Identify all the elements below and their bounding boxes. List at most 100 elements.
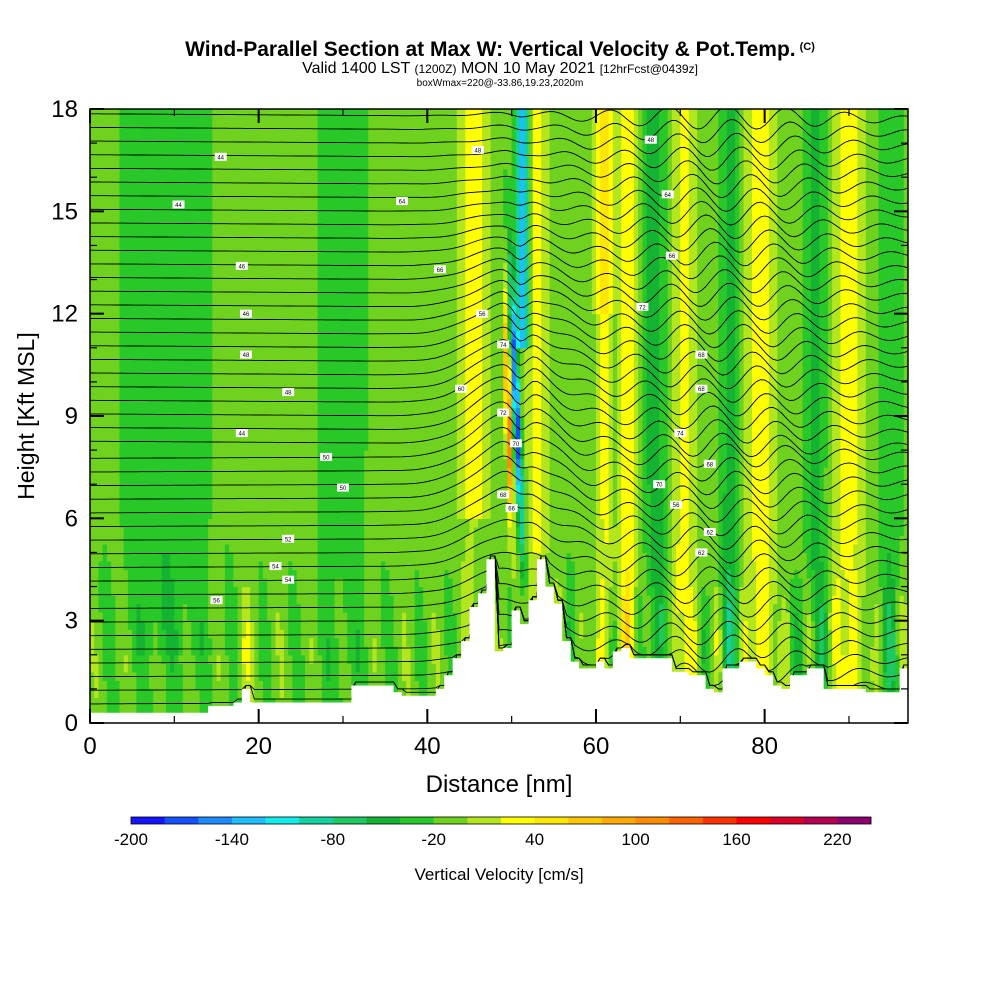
velocity-cell	[743, 262, 753, 272]
velocity-cell	[203, 629, 209, 639]
velocity-cell	[743, 552, 753, 562]
velocity-cell	[688, 143, 698, 153]
velocity-cell	[541, 450, 551, 460]
velocity-cell	[819, 526, 829, 536]
velocity-cell	[119, 228, 213, 238]
velocity-cell	[541, 373, 551, 383]
velocity-cell	[305, 680, 323, 690]
velocity-cell	[520, 484, 525, 494]
velocity-cell	[385, 654, 399, 664]
velocity-cell	[671, 629, 686, 639]
velocity-cell	[642, 416, 648, 426]
isentrope-line	[90, 132, 908, 157]
velocity-cell	[819, 509, 829, 519]
velocity-cell	[768, 526, 778, 536]
velocity-cell	[136, 680, 150, 690]
velocity-cell	[621, 433, 635, 443]
velocity-cell	[596, 109, 601, 119]
velocity-cell	[768, 356, 778, 366]
velocity-cell	[254, 654, 260, 664]
velocity-cell	[642, 356, 648, 366]
velocity-cell	[785, 603, 791, 613]
velocity-cell	[865, 398, 879, 408]
velocity-cell	[119, 680, 137, 690]
velocity-cell	[802, 339, 812, 349]
velocity-cell	[465, 126, 483, 136]
velocity-cell	[456, 296, 466, 306]
velocity-cell	[224, 552, 234, 562]
velocity-cell	[743, 561, 757, 571]
velocity-cell	[667, 219, 673, 229]
velocity-cell	[857, 364, 867, 374]
velocity-cell	[802, 646, 808, 656]
velocity-cell	[857, 330, 867, 340]
velocity-cell	[832, 458, 842, 468]
velocity-cell	[671, 288, 681, 298]
velocity-cell	[262, 697, 277, 707]
velocity-cell	[680, 271, 690, 281]
velocity-cell	[608, 185, 614, 195]
velocity-cell	[549, 450, 597, 460]
velocity-cell	[621, 450, 635, 460]
velocity-cell	[646, 109, 660, 119]
velocity-cell	[827, 228, 833, 238]
velocity-cell	[541, 398, 551, 408]
velocity-cell	[111, 561, 125, 571]
velocity-cell	[680, 509, 690, 519]
velocity-cell	[549, 535, 597, 545]
velocity-cell	[680, 518, 690, 528]
velocity-cell	[671, 322, 681, 332]
velocity-cell	[878, 450, 905, 460]
velocity-cell	[541, 433, 551, 443]
velocity-cell	[798, 569, 808, 579]
velocity-cell	[161, 595, 175, 605]
velocity-cell	[718, 433, 728, 443]
velocity-cell	[241, 680, 255, 690]
velocity-cell	[621, 194, 635, 204]
velocity-cell	[697, 492, 719, 502]
velocity-cell	[414, 578, 420, 588]
velocity-cell	[680, 219, 690, 229]
isentrope-line	[90, 302, 908, 349]
velocity-cell	[520, 202, 525, 212]
velocity-cell	[827, 109, 833, 119]
velocity-cell	[380, 637, 395, 647]
velocity-cell	[621, 458, 635, 468]
velocity-cell	[600, 134, 610, 144]
velocity-cell	[815, 620, 820, 630]
velocity-cell	[600, 501, 610, 511]
velocity-cell	[410, 654, 416, 664]
velocity-cell	[659, 254, 669, 264]
velocity-cell	[840, 441, 858, 451]
velocity-cell	[827, 663, 833, 673]
velocity-cell	[119, 279, 213, 289]
velocity-cell	[524, 569, 530, 579]
velocity-cell	[739, 552, 745, 562]
velocity-cell	[903, 143, 908, 153]
velocity-cell	[629, 637, 635, 647]
velocity-cell	[777, 509, 804, 519]
velocity-cell	[709, 595, 715, 605]
velocity-cell	[532, 322, 542, 332]
velocity-cell	[503, 202, 517, 212]
velocity-cell	[819, 407, 829, 417]
velocity-cell	[288, 561, 293, 571]
velocity-cell	[903, 433, 908, 443]
velocity-cell	[768, 219, 778, 229]
velocity-cell	[115, 637, 133, 647]
velocity-cell	[688, 458, 698, 468]
velocity-cell	[258, 663, 272, 673]
velocity-cell	[743, 151, 753, 161]
velocity-cell	[684, 646, 698, 656]
velocity-cell	[688, 330, 698, 340]
velocity-cell	[861, 629, 875, 639]
isentrope-line	[90, 555, 908, 605]
velocity-cell	[650, 492, 664, 502]
velocity-cell	[600, 313, 610, 323]
velocity-cell	[633, 109, 639, 119]
isentrope-line	[90, 555, 908, 659]
velocity-cell	[90, 578, 99, 588]
velocity-cell	[735, 475, 740, 485]
velocity-cell	[199, 697, 213, 707]
velocity-cell	[355, 637, 361, 647]
